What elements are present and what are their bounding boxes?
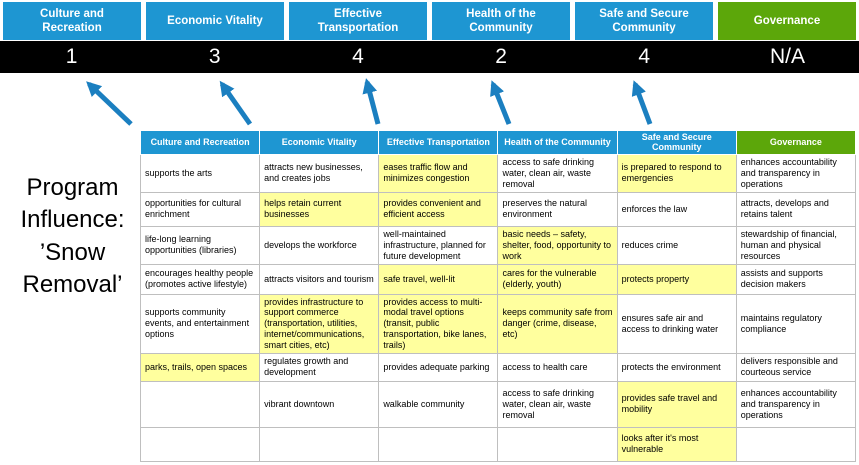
table-cell: vibrant downtown: [259, 380, 380, 428]
table-column-header: Health of the Community: [497, 130, 618, 155]
score-value: 3: [208, 45, 221, 68]
table-cell-highlighted: is prepared to respond to emergencies: [616, 153, 737, 193]
table-column-header: Economic Vitality: [259, 130, 380, 155]
table-cell: well-maintained infrastructure, planned …: [378, 225, 499, 265]
category-header: Economic Vitality: [146, 2, 284, 40]
table-cell-highlighted: cares for the vulnerable (elderly, youth…: [497, 263, 618, 295]
arrows-overlay: [86, 78, 653, 126]
influence-table-header-row: Culture and Recreation Economic Vitality E…: [139, 130, 857, 155]
table-cell: assists and supports decision makers: [735, 263, 857, 295]
table-cell: maintains regulatory compliance: [735, 293, 857, 354]
table-column-header: Effective Transportation: [378, 130, 499, 155]
score-value: 4: [352, 45, 364, 68]
table-cell: life-long learning opportunities (librar…: [139, 225, 261, 265]
table-cell: attracts visitors and tourism: [259, 263, 380, 295]
category-header: Culture and Recreation: [3, 2, 141, 40]
up-arrow-icon: [219, 80, 253, 126]
influence-table-head: Culture and Recreation Economic Vitality E…: [139, 130, 857, 155]
table-cell: access to safe drinking water, clean air…: [497, 153, 618, 193]
table-cell: opportunities for cultural enrichment: [139, 191, 261, 227]
table-cell-highlighted: protects property: [616, 263, 737, 295]
table-row: encourages healthy people (promotes acti…: [139, 263, 857, 295]
category-header: Safe and Secure Community: [575, 2, 713, 40]
table-row: vibrant downtown walkable community access…: [139, 380, 857, 428]
program-label-line: Removal’: [22, 271, 123, 299]
table-row: supports community events, and entertain…: [139, 293, 857, 354]
table-cell-highlighted: provides convenient and efficient access: [378, 191, 499, 227]
category-header-row: Culture and Recreation Economic Vitality E…: [3, 2, 856, 40]
table-cell: [259, 426, 380, 462]
table-cell-highlighted: provides access to multi-modal travel op…: [378, 293, 499, 354]
program-label-line: ’Snow: [39, 238, 106, 266]
influence-table-body: supports the arts attracts new businesses…: [139, 153, 857, 462]
table-cell: attracts, develops and retains talent: [735, 191, 857, 227]
table-cell: access to safe drinking water, clean air…: [497, 380, 618, 428]
category-header: Governance: [718, 2, 856, 40]
up-arrow-icon: [86, 81, 133, 126]
table-cell-highlighted: helps retain current businesses: [259, 191, 380, 227]
table-column-header: Governance: [735, 130, 857, 155]
score-strip: 1 3 4 2 4 N/A: [0, 41, 859, 73]
table-cell: [139, 426, 261, 462]
table-row: supports the arts attracts new businesses…: [139, 153, 857, 193]
table-cell: reduces crime: [616, 225, 737, 265]
table-cell: encourages healthy people (promotes acti…: [139, 263, 261, 295]
score-value: 1: [65, 45, 78, 68]
table-cell: ensures safe air and access to drinking …: [616, 293, 737, 354]
table-cell-highlighted: looks after it's most vulnerable: [616, 426, 737, 462]
score-value: 2: [495, 45, 507, 68]
influence-table: Culture and Recreation Economic Vitality E…: [139, 130, 857, 462]
table-cell: [378, 426, 499, 462]
table-cell-highlighted: keeps community safe from danger (crime,…: [497, 293, 618, 354]
table-cell: develops the workforce: [259, 225, 380, 265]
table-cell-highlighted: safe travel, well-lit: [378, 263, 499, 295]
table-row: opportunities for cultural enrichment hel…: [139, 191, 857, 227]
table-cell-highlighted: basic needs – safety, shelter, food, opp…: [497, 225, 618, 265]
category-header: Health of the Community: [432, 2, 570, 40]
category-header: Effective Transportation: [289, 2, 427, 40]
table-cell: regulates growth and development: [259, 352, 380, 382]
table-row: parks, trails, open spaces regulates grow…: [139, 352, 857, 382]
table-cell: supports community events, and entertain…: [139, 293, 261, 354]
table-cell: preserves the natural environment: [497, 191, 618, 227]
table-cell: stewardship of financial, human and phys…: [735, 225, 857, 265]
score-value: 4: [638, 45, 651, 68]
table-cell: walkable community: [378, 380, 499, 428]
table-cell: attracts new businesses, and creates job…: [259, 153, 380, 193]
table-cell: enhances accountability and transparency…: [735, 153, 857, 193]
program-influence-label: Program Influence: ’Snow Removal’: [0, 172, 145, 302]
table-cell: [735, 426, 857, 462]
table-column-header: Culture and Recreation: [139, 130, 261, 155]
table-cell: delivers responsible and courteous servi…: [735, 352, 857, 382]
table-cell: enforces the law: [616, 191, 737, 227]
table-column-header: Safe and Secure Community: [616, 130, 737, 155]
table-row: life-long learning opportunities (librar…: [139, 225, 857, 265]
table-cell: [139, 380, 261, 428]
table-cell: supports the arts: [139, 153, 261, 193]
program-label-line: Program: [26, 174, 119, 201]
score-value: N/A: [769, 45, 805, 68]
table-cell-highlighted: eases traffic flow and minimizes congest…: [378, 153, 499, 193]
table-cell: [497, 426, 618, 462]
table-row: looks after it's most vulnerable: [139, 426, 857, 462]
up-arrow-icon: [362, 78, 381, 125]
program-label-line: Influence:: [20, 206, 125, 234]
table-cell-highlighted: parks, trails, open spaces: [139, 352, 261, 382]
table-cell-highlighted: provides infrastructure to support comme…: [259, 293, 380, 354]
table-cell: enhances accountability and transparency…: [735, 380, 857, 428]
table-cell: provides adequate parking: [378, 352, 499, 382]
up-arrow-icon: [631, 80, 653, 125]
up-arrow-icon: [490, 80, 512, 125]
table-cell: protects the environment: [616, 352, 737, 382]
table-cell-highlighted: provides safe travel and mobility: [616, 380, 737, 428]
table-cell: access to health care: [497, 352, 618, 382]
